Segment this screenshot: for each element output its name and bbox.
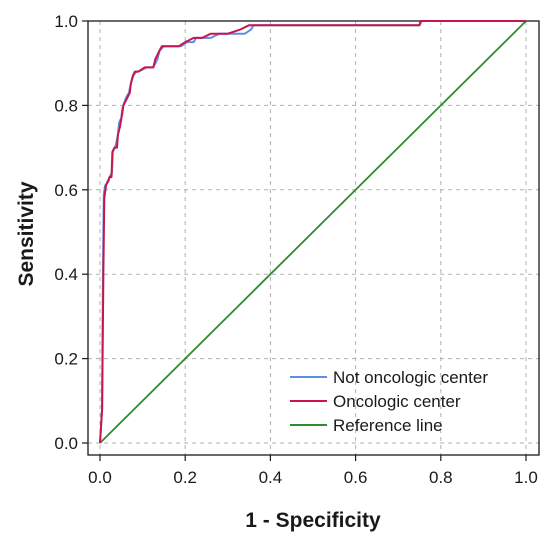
series-lines bbox=[99, 20, 527, 444]
y-tick-label: 0.0 bbox=[54, 434, 78, 453]
grid bbox=[88, 20, 539, 455]
x-tick-label: 0.8 bbox=[429, 468, 453, 487]
series-line-oncologic-center bbox=[99, 20, 526, 444]
series-line-reference-line bbox=[99, 20, 527, 444]
y-tick-label: 0.2 bbox=[54, 350, 78, 369]
axis-ticks: 0.0 0.2 0.4 0.6 0.8 1.0 0.0 0.2 0.4 0.6 0.8 1.0 bbox=[54, 12, 537, 487]
plot-frame bbox=[87, 20, 540, 456]
x-tick-label: 0.4 bbox=[259, 468, 283, 487]
legend-label-reference-line: Reference line bbox=[333, 416, 443, 435]
x-tick-label: 0.2 bbox=[173, 468, 197, 487]
legend-label-oncologic-center: Oncologic center bbox=[333, 392, 461, 411]
legend: Not oncologic center Oncologic center Refe… bbox=[290, 368, 488, 435]
x-axis-title: 1 - Specificity bbox=[245, 509, 381, 532]
y-tick-label: 1.0 bbox=[54, 12, 78, 31]
y-tick-label: 0.8 bbox=[54, 96, 78, 115]
y-axis-title: Sensitivity bbox=[15, 181, 38, 286]
x-tick-label: 0.0 bbox=[88, 468, 112, 487]
y-tick-label: 0.4 bbox=[54, 265, 78, 284]
x-tick-label: 0.6 bbox=[344, 468, 368, 487]
legend-label-not-oncologic-center: Not oncologic center bbox=[333, 368, 488, 387]
x-tick-label: 1.0 bbox=[514, 468, 538, 487]
y-tick-label: 0.6 bbox=[54, 181, 78, 200]
